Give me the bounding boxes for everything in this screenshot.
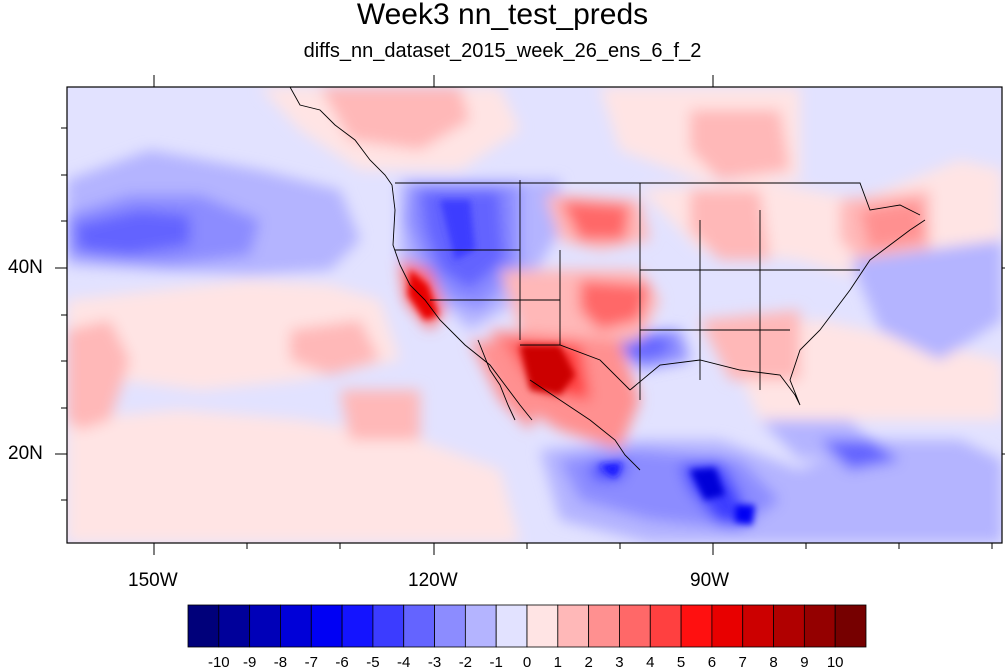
colorbar-tick-label: 1 (553, 654, 562, 671)
map-subtitle: diffs_nn_dataset_2015_week_26_ens_6_f_2 (303, 40, 702, 62)
colorbar-swatch (649, 604, 682, 648)
colorbar-tick-label: -8 (273, 654, 288, 671)
colorbar-swatch (341, 604, 374, 648)
colorbar-swatch (495, 604, 528, 648)
lat-label-40n: 40N (8, 257, 43, 278)
colorbar-swatch (742, 604, 774, 648)
colorbar-tick-label: -4 (397, 654, 411, 671)
colorbar-swatch (310, 604, 343, 648)
colorbar-tick-label: 0 (522, 654, 532, 671)
colorbar-tick-label: -5 (366, 654, 380, 671)
lon-label-120w: 120W (408, 570, 458, 591)
colorbar-tick-label: -2 (458, 654, 473, 671)
axis-ticks (55, 75, 1005, 555)
colorbar-tick-label: -10 (207, 654, 230, 671)
colorbar-swatch (187, 604, 220, 648)
map-title: Week3 nn_test_preds (356, 0, 649, 31)
colorbar-tick-label: -6 (335, 654, 349, 671)
colorbar-tick-label: 8 (769, 654, 778, 671)
lat-label-20n: 20N (8, 443, 43, 464)
lon-label-150w: 150W (128, 570, 178, 591)
colorbar-swatch (526, 604, 559, 648)
colorbar-tick-label: 3 (615, 654, 624, 671)
colorbar-swatch (557, 604, 590, 648)
colorbar-swatch (280, 604, 312, 648)
colorbar-tick-label: 5 (676, 654, 686, 671)
colorbar-swatch (803, 604, 836, 648)
colorbar-tick-label: -7 (304, 654, 318, 671)
anomaly-field (67, 87, 1002, 543)
colorbar-swatch (372, 604, 405, 648)
colorbar-tick-label: 6 (707, 654, 717, 671)
colorbar-swatch (403, 604, 435, 648)
colorbar-tick-label: 9 (800, 654, 809, 671)
colorbar-swatch (464, 604, 497, 648)
lon-label-90w: 90W (690, 570, 730, 591)
colorbar-swatch (588, 604, 620, 648)
colorbar-tick-label: 7 (738, 654, 747, 671)
coastline-outline (289, 87, 926, 471)
colorbar-tick-label: 2 (584, 654, 593, 671)
colorbar-tick-label: 4 (646, 654, 655, 671)
colorbar-swatch (711, 604, 744, 648)
colorbar-swatch (249, 604, 281, 648)
colorbar (187, 604, 867, 648)
colorbar-swatch (680, 604, 713, 648)
colorbar-swatch (619, 604, 651, 648)
colorbar-tick-label: -3 (427, 654, 442, 671)
colorbar-tick-label: 10 (826, 654, 844, 671)
colorbar-swatch (834, 604, 867, 648)
colorbar-swatch (773, 604, 805, 648)
colorbar-swatch (218, 604, 251, 648)
colorbar-tick-label: -1 (489, 654, 503, 671)
colorbar-tick-label: -9 (242, 654, 257, 671)
colorbar-swatch (434, 604, 466, 648)
